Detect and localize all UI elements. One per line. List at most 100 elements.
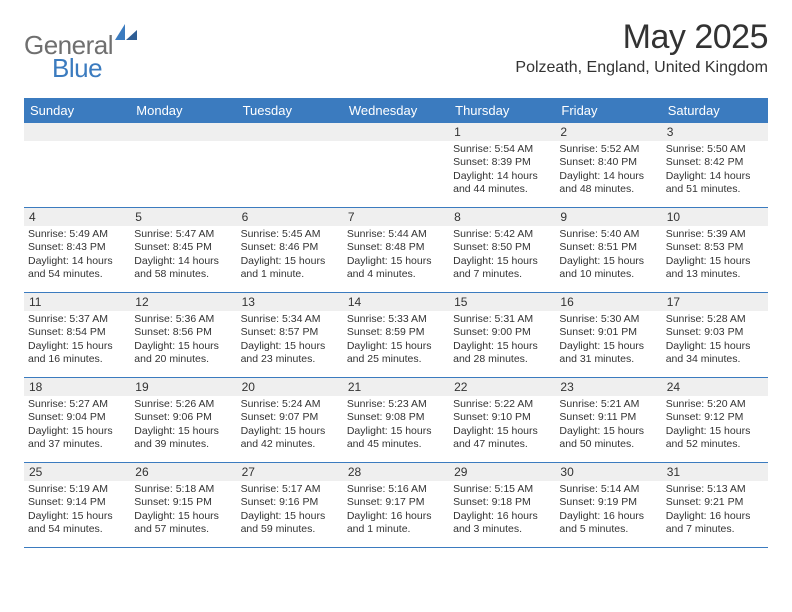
daylight-text: Daylight: 16 hours and 7 minutes. — [666, 510, 764, 537]
sunset-text: Sunset: 9:08 PM — [347, 411, 445, 424]
sunset-text: Sunset: 9:11 PM — [559, 411, 657, 424]
weekday-wed: Wednesday — [343, 98, 449, 123]
sunrise-text: Sunrise: 5:33 AM — [347, 313, 445, 326]
sunrise-text: Sunrise: 5:20 AM — [666, 398, 764, 411]
daylight-text: Daylight: 14 hours and 48 minutes. — [559, 170, 657, 197]
sunrise-text: Sunrise: 5:54 AM — [453, 143, 551, 156]
day-body: Sunrise: 5:18 AMSunset: 9:15 PMDaylight:… — [130, 481, 236, 541]
sunset-text: Sunset: 9:03 PM — [666, 326, 764, 339]
weekday-sat: Saturday — [662, 98, 768, 123]
sunrise-text: Sunrise: 5:26 AM — [134, 398, 232, 411]
sunrise-text: Sunrise: 5:44 AM — [347, 228, 445, 241]
sunset-text: Sunset: 8:57 PM — [241, 326, 339, 339]
daylight-text: Daylight: 15 hours and 59 minutes. — [241, 510, 339, 537]
day-body: Sunrise: 5:15 AMSunset: 9:18 PMDaylight:… — [449, 481, 555, 541]
day-cell: 8Sunrise: 5:42 AMSunset: 8:50 PMDaylight… — [449, 208, 555, 292]
sunset-text: Sunset: 8:46 PM — [241, 241, 339, 254]
day-cell: 22Sunrise: 5:22 AMSunset: 9:10 PMDayligh… — [449, 378, 555, 462]
day-body: Sunrise: 5:37 AMSunset: 8:54 PMDaylight:… — [24, 311, 130, 371]
daylight-text: Daylight: 15 hours and 57 minutes. — [134, 510, 232, 537]
week-row: 18Sunrise: 5:27 AMSunset: 9:04 PMDayligh… — [24, 378, 768, 463]
day-number: 5 — [130, 208, 236, 226]
sunset-text: Sunset: 9:12 PM — [666, 411, 764, 424]
sunrise-text: Sunrise: 5:24 AM — [241, 398, 339, 411]
day-cell: 29Sunrise: 5:15 AMSunset: 9:18 PMDayligh… — [449, 463, 555, 547]
week-row: 4Sunrise: 5:49 AMSunset: 8:43 PMDaylight… — [24, 208, 768, 293]
day-body: Sunrise: 5:14 AMSunset: 9:19 PMDaylight:… — [555, 481, 661, 541]
sunset-text: Sunset: 8:43 PM — [28, 241, 126, 254]
sunrise-text: Sunrise: 5:37 AM — [28, 313, 126, 326]
day-cell: 16Sunrise: 5:30 AMSunset: 9:01 PMDayligh… — [555, 293, 661, 377]
day-number: 30 — [555, 463, 661, 481]
day-body: Sunrise: 5:34 AMSunset: 8:57 PMDaylight:… — [237, 311, 343, 371]
day-cell: 7Sunrise: 5:44 AMSunset: 8:48 PMDaylight… — [343, 208, 449, 292]
day-body: Sunrise: 5:16 AMSunset: 9:17 PMDaylight:… — [343, 481, 449, 541]
day-cell: 20Sunrise: 5:24 AMSunset: 9:07 PMDayligh… — [237, 378, 343, 462]
day-cell: 6Sunrise: 5:45 AMSunset: 8:46 PMDaylight… — [237, 208, 343, 292]
sunrise-text: Sunrise: 5:17 AM — [241, 483, 339, 496]
day-body: Sunrise: 5:23 AMSunset: 9:08 PMDaylight:… — [343, 396, 449, 456]
day-cell: 13Sunrise: 5:34 AMSunset: 8:57 PMDayligh… — [237, 293, 343, 377]
sunset-text: Sunset: 9:00 PM — [453, 326, 551, 339]
day-number: 19 — [130, 378, 236, 396]
day-number: 25 — [24, 463, 130, 481]
weeks-container: 1Sunrise: 5:54 AMSunset: 8:39 PMDaylight… — [24, 123, 768, 548]
day-body: Sunrise: 5:17 AMSunset: 9:16 PMDaylight:… — [237, 481, 343, 541]
day-cell: 12Sunrise: 5:36 AMSunset: 8:56 PMDayligh… — [130, 293, 236, 377]
day-number: 23 — [555, 378, 661, 396]
day-cell: 18Sunrise: 5:27 AMSunset: 9:04 PMDayligh… — [24, 378, 130, 462]
day-body: Sunrise: 5:31 AMSunset: 9:00 PMDaylight:… — [449, 311, 555, 371]
day-cell: 24Sunrise: 5:20 AMSunset: 9:12 PMDayligh… — [662, 378, 768, 462]
day-cell — [343, 123, 449, 207]
day-number: 22 — [449, 378, 555, 396]
sunrise-text: Sunrise: 5:27 AM — [28, 398, 126, 411]
day-body: Sunrise: 5:54 AMSunset: 8:39 PMDaylight:… — [449, 141, 555, 201]
daylight-text: Daylight: 14 hours and 54 minutes. — [28, 255, 126, 282]
day-body: Sunrise: 5:50 AMSunset: 8:42 PMDaylight:… — [662, 141, 768, 201]
calendar-grid: Sunday Monday Tuesday Wednesday Thursday… — [24, 98, 768, 548]
daylight-text: Daylight: 15 hours and 1 minute. — [241, 255, 339, 282]
week-row: 11Sunrise: 5:37 AMSunset: 8:54 PMDayligh… — [24, 293, 768, 378]
sunrise-text: Sunrise: 5:22 AM — [453, 398, 551, 411]
weekday-fri: Friday — [555, 98, 661, 123]
daylight-text: Daylight: 14 hours and 44 minutes. — [453, 170, 551, 197]
day-body: Sunrise: 5:52 AMSunset: 8:40 PMDaylight:… — [555, 141, 661, 201]
sunrise-text: Sunrise: 5:40 AM — [559, 228, 657, 241]
logo-text: General Blue — [24, 24, 137, 92]
day-number: 1 — [449, 123, 555, 141]
daylight-text: Daylight: 15 hours and 28 minutes. — [453, 340, 551, 367]
daylight-text: Daylight: 15 hours and 42 minutes. — [241, 425, 339, 452]
sunset-text: Sunset: 8:39 PM — [453, 156, 551, 169]
day-number: 26 — [130, 463, 236, 481]
sunrise-text: Sunrise: 5:47 AM — [134, 228, 232, 241]
sunrise-text: Sunrise: 5:42 AM — [453, 228, 551, 241]
day-body: Sunrise: 5:49 AMSunset: 8:43 PMDaylight:… — [24, 226, 130, 286]
day-number: 24 — [662, 378, 768, 396]
day-number: 9 — [555, 208, 661, 226]
day-body: Sunrise: 5:20 AMSunset: 9:12 PMDaylight:… — [662, 396, 768, 456]
daylight-text: Daylight: 16 hours and 5 minutes. — [559, 510, 657, 537]
day-number: 29 — [449, 463, 555, 481]
sunset-text: Sunset: 8:59 PM — [347, 326, 445, 339]
day-number: 7 — [343, 208, 449, 226]
day-cell: 25Sunrise: 5:19 AMSunset: 9:14 PMDayligh… — [24, 463, 130, 547]
day-cell: 26Sunrise: 5:18 AMSunset: 9:15 PMDayligh… — [130, 463, 236, 547]
daylight-text: Daylight: 15 hours and 13 minutes. — [666, 255, 764, 282]
day-number: 11 — [24, 293, 130, 311]
day-cell: 14Sunrise: 5:33 AMSunset: 8:59 PMDayligh… — [343, 293, 449, 377]
month-title: May 2025 — [515, 18, 768, 57]
sunset-text: Sunset: 8:53 PM — [666, 241, 764, 254]
day-number: 10 — [662, 208, 768, 226]
sunset-text: Sunset: 9:07 PM — [241, 411, 339, 424]
sunset-text: Sunset: 9:18 PM — [453, 496, 551, 509]
daylight-text: Daylight: 15 hours and 10 minutes. — [559, 255, 657, 282]
sunrise-text: Sunrise: 5:19 AM — [28, 483, 126, 496]
day-cell: 4Sunrise: 5:49 AMSunset: 8:43 PMDaylight… — [24, 208, 130, 292]
daylight-text: Daylight: 15 hours and 50 minutes. — [559, 425, 657, 452]
daylight-text: Daylight: 15 hours and 34 minutes. — [666, 340, 764, 367]
sunset-text: Sunset: 9:10 PM — [453, 411, 551, 424]
sunset-text: Sunset: 8:50 PM — [453, 241, 551, 254]
day-body: Sunrise: 5:28 AMSunset: 9:03 PMDaylight:… — [662, 311, 768, 371]
daylight-text: Daylight: 15 hours and 16 minutes. — [28, 340, 126, 367]
day-body: Sunrise: 5:30 AMSunset: 9:01 PMDaylight:… — [555, 311, 661, 371]
